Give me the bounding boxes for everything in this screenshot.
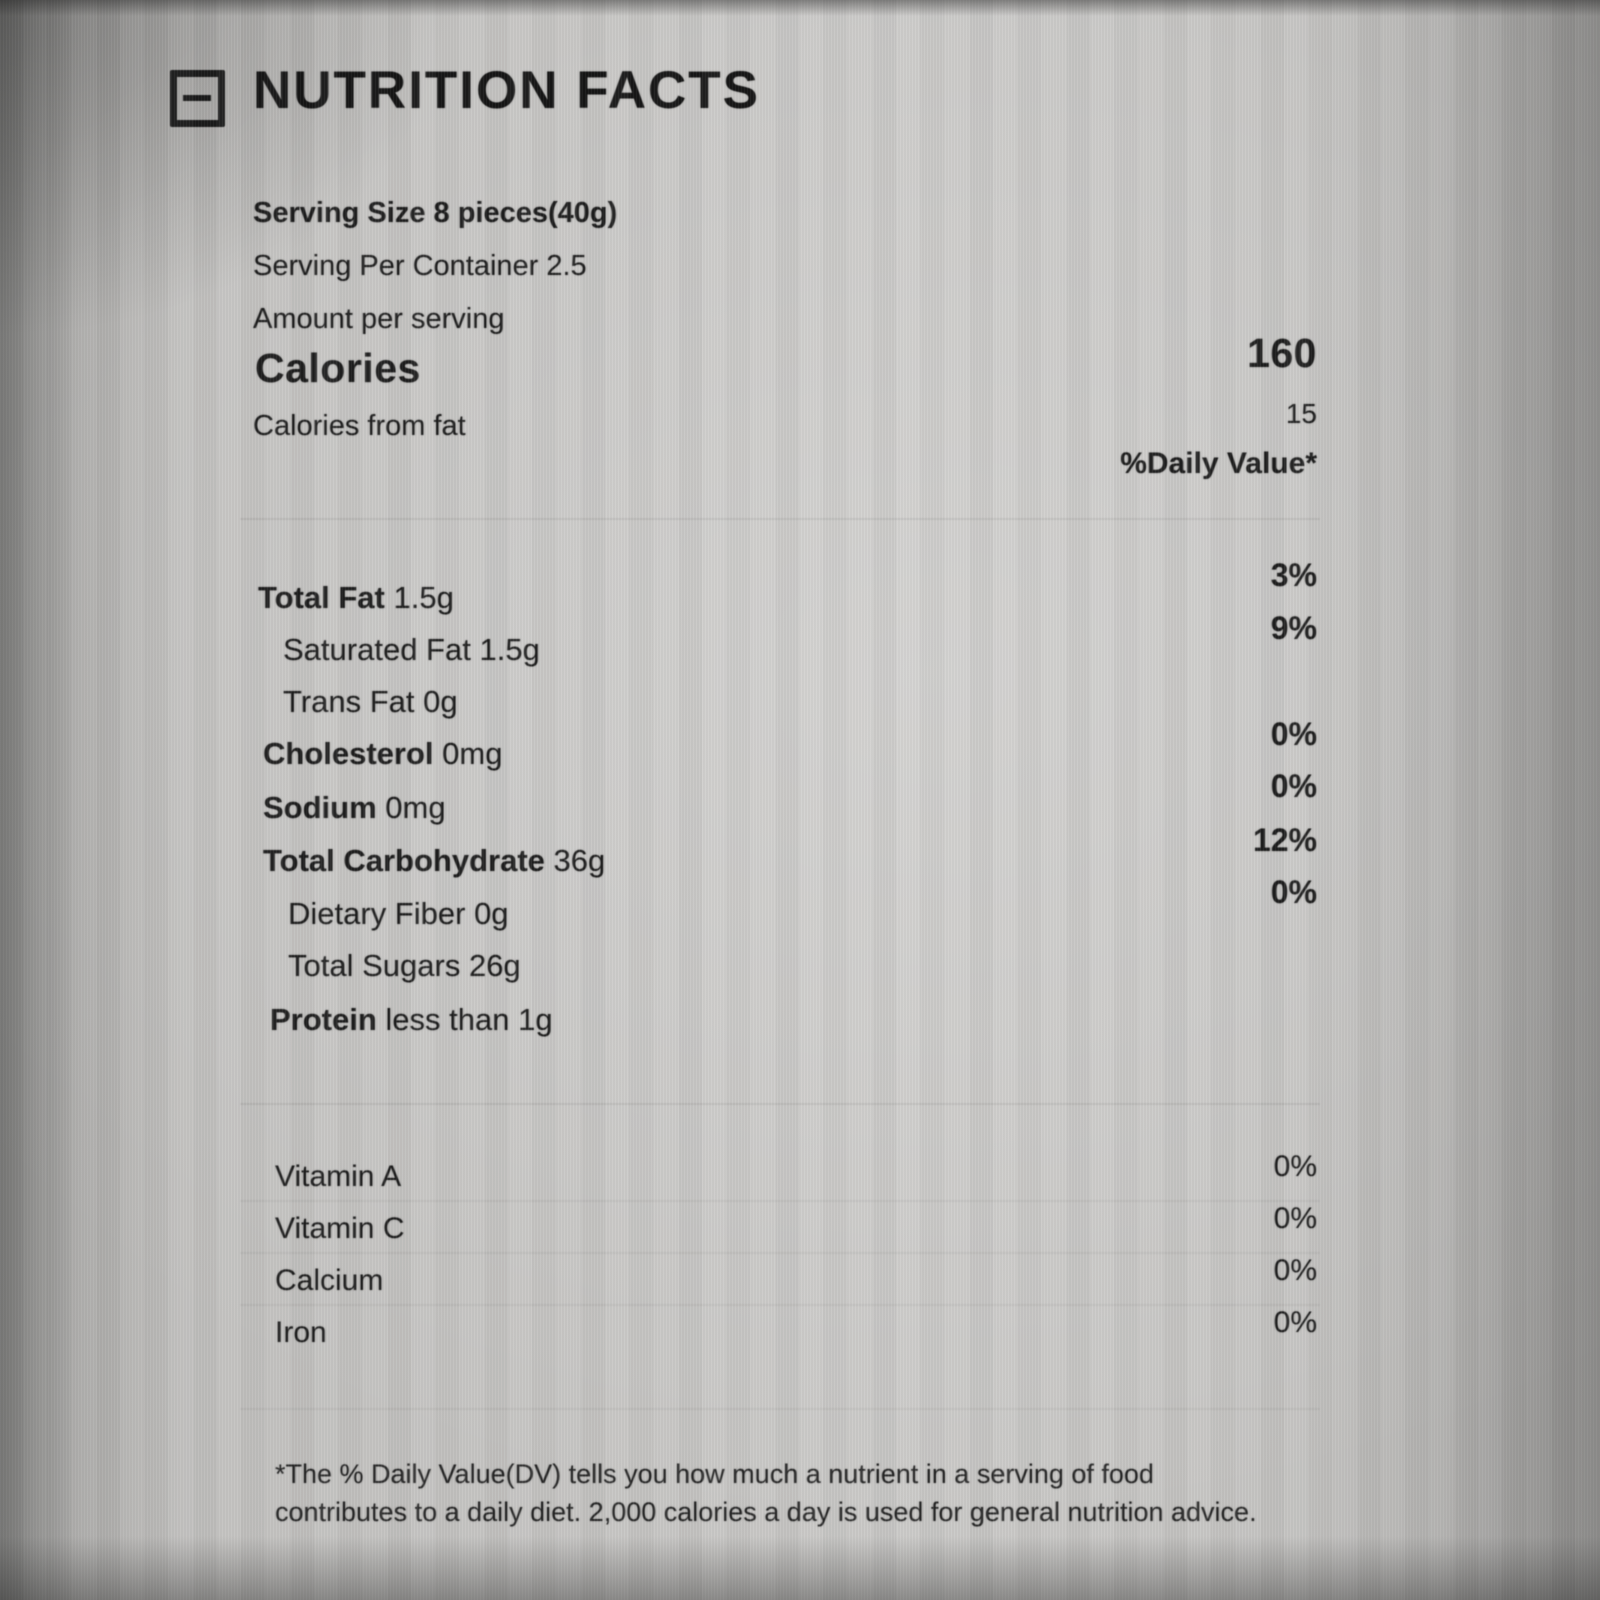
calories-label: Calories: [255, 345, 421, 391]
vitamin-a-label: Vitamin A: [275, 1160, 402, 1193]
calories-from-fat-value: 15: [1285, 398, 1317, 429]
serving-size: Serving Size 8 pieces(40g): [253, 197, 618, 229]
divider: [240, 518, 1320, 520]
calories-value: 160: [1247, 330, 1317, 376]
serving-per-container: Serving Per Container 2.5: [253, 250, 587, 282]
dv-vitamin-c: 0%: [1273, 1202, 1317, 1235]
divider: [240, 1304, 1320, 1306]
nutrient-sodium: Sodium 0mg: [263, 790, 446, 825]
divider: [240, 1200, 1320, 1202]
nutrient-total-carbohydrate: Total Carbohydrate 36g: [263, 843, 606, 878]
dv-iron: 0%: [1273, 1306, 1317, 1339]
daily-value-footnote: *The % Daily Value(DV) tells you how muc…: [275, 1459, 1257, 1527]
dv-cholesterol: 0%: [1270, 716, 1317, 752]
dv-vitamin-a: 0%: [1273, 1150, 1317, 1183]
dv-total-carbohydrate: 12%: [1252, 822, 1317, 858]
page-title: NUTRITION FACTS: [253, 61, 760, 120]
calcium-label: Calcium: [275, 1264, 384, 1297]
nutrient-total-sugars: Total Sugars 26g: [288, 948, 521, 983]
minus-icon: [183, 95, 211, 101]
nutrient-cholesterol: Cholesterol 0mg: [263, 736, 503, 771]
nutrient-trans-fat: Trans Fat 0g: [283, 684, 458, 719]
dv-total-fat: 3%: [1270, 557, 1317, 593]
collapse-section-icon[interactable]: [170, 70, 225, 127]
nutrient-total-fat: Total Fat 1.5g: [258, 580, 454, 615]
divider: [240, 1103, 1320, 1105]
amount-per-serving: Amount per serving: [253, 303, 505, 335]
daily-value-header: %Daily Value*: [1120, 447, 1317, 480]
dv-sodium: 0%: [1270, 768, 1317, 804]
calories-from-fat-label: Calories from fat: [253, 410, 466, 442]
nutrient-saturated-fat: Saturated Fat 1.5g: [283, 632, 540, 667]
divider: [240, 1408, 1320, 1410]
divider: [240, 1252, 1320, 1254]
iron-label: Iron: [275, 1316, 327, 1349]
nutrient-dietary-fiber: Dietary Fiber 0g: [288, 896, 509, 931]
dv-dietary-fiber: 0%: [1270, 874, 1317, 910]
dv-calcium: 0%: [1273, 1254, 1317, 1287]
vitamin-c-label: Vitamin C: [275, 1212, 405, 1245]
dv-saturated-fat: 9%: [1270, 610, 1317, 646]
nutrient-protein: Protein less than 1g: [270, 1002, 553, 1037]
